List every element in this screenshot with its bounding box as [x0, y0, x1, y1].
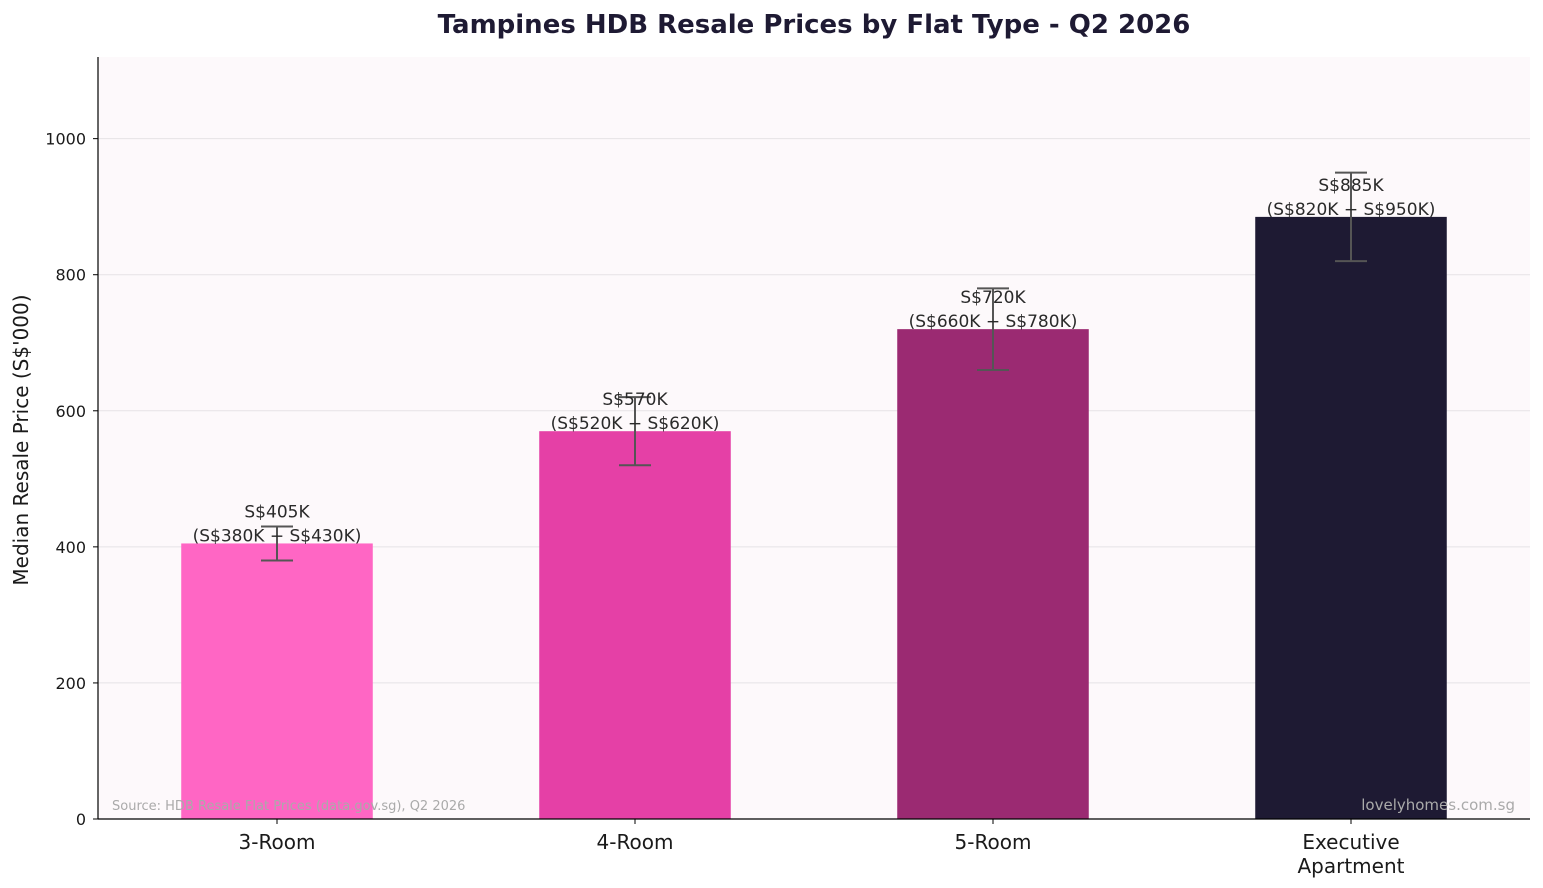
error-bars — [261, 171, 1367, 562]
x-tick-label: Apartment — [1297, 854, 1404, 878]
y-axis-label: Median Resale Price (S$'000) — [9, 294, 33, 585]
value-label: S$405K — [244, 502, 310, 522]
x-tick-label: 4-Room — [597, 830, 674, 854]
x-tick-label: Executive — [1302, 830, 1399, 854]
y-tick-label: 200 — [55, 674, 86, 693]
bar — [1255, 216, 1447, 820]
y-tick-label: 800 — [55, 266, 86, 285]
data-labels: S$405K (S$380K − S$430K) S$570K (S$520K − S… — [193, 176, 1436, 547]
value-label: S$720K — [960, 288, 1026, 308]
range-label: (S$820K − S$950K) — [1267, 200, 1436, 220]
y-tick-label: 1000 — [45, 130, 86, 149]
range-label: (S$380K − S$430K) — [193, 526, 362, 546]
chart-title: Tampines HDB Resale Prices by Flat Type … — [438, 10, 1191, 40]
value-label: S$570K — [602, 390, 668, 410]
watermark: lovelyhomes.com.sg — [1361, 796, 1515, 814]
source-note: Source: HDB Resale Flat Prices (data.gov… — [112, 799, 465, 814]
range-label: (S$520K − S$620K) — [551, 414, 720, 434]
bar — [539, 431, 731, 819]
y-tick-label: 0 — [76, 810, 86, 829]
y-tick-label: 600 — [55, 402, 86, 421]
bars — [181, 216, 1447, 820]
x-tick-label: 5-Room — [955, 830, 1032, 854]
y-tick-label: 400 — [55, 538, 86, 557]
x-tick-label: 3-Room — [239, 830, 316, 854]
bar — [181, 543, 373, 819]
bar — [897, 329, 1089, 819]
range-label: (S$660K − S$780K) — [909, 312, 1078, 332]
value-label: S$885K — [1318, 176, 1384, 196]
y-axis-ticks: 0 200 400 600 800 1000 — [45, 130, 98, 829]
